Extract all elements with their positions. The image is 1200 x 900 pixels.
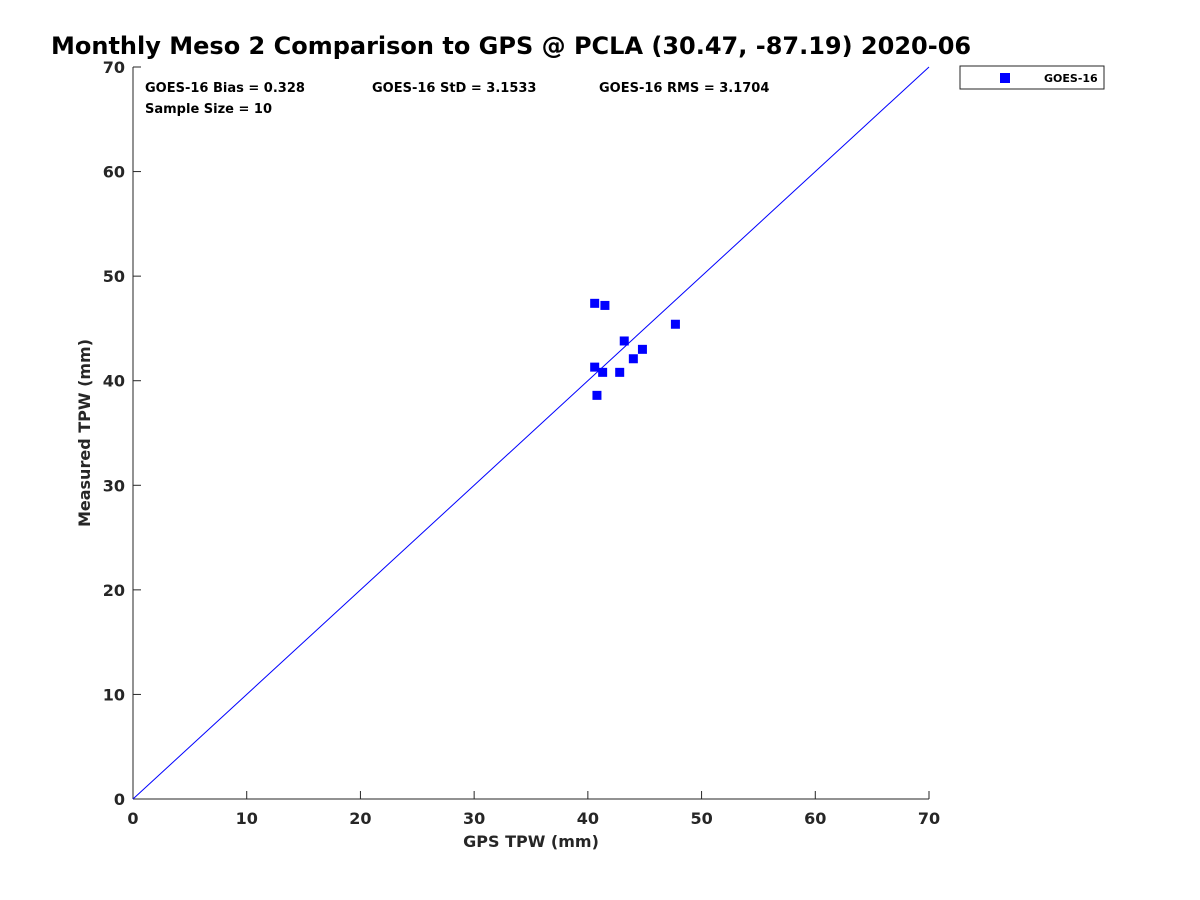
data-point — [637, 344, 647, 354]
data-point — [592, 390, 602, 400]
data-point — [670, 319, 680, 329]
x-tick-label: 50 — [690, 809, 712, 828]
bias-annotation: GOES-16 Bias = 0.328 — [145, 81, 305, 96]
y-tick-label: 10 — [103, 685, 125, 704]
x-tick-label: 10 — [236, 809, 258, 828]
x-tick-label: 70 — [918, 809, 940, 828]
std-annotation: GOES-16 StD = 3.1533 — [372, 81, 536, 96]
data-point — [600, 300, 610, 310]
data-point — [590, 362, 600, 372]
x-tick-label: 20 — [349, 809, 371, 828]
legend-box — [959, 65, 1105, 90]
data-point — [628, 354, 638, 364]
y-tick-label: 60 — [103, 163, 125, 182]
x-tick-label: 60 — [804, 809, 826, 828]
legend-label-goes-16: GOES-16 — [1044, 72, 1098, 85]
x-tick-label: 40 — [577, 809, 599, 828]
x-tick-label: 0 — [127, 809, 138, 828]
data-point — [619, 336, 629, 346]
y-tick-label: 50 — [103, 267, 125, 286]
y-axis-ticks: 0 10 20 30 40 50 60 70 — [103, 58, 141, 809]
data-point — [615, 367, 625, 377]
legend-marker-goes-16 — [1000, 73, 1010, 83]
y-axis-label: Measured TPW (mm) — [75, 339, 94, 527]
chart-title: Monthly Meso 2 Comparison to GPS @ PCLA … — [51, 32, 971, 60]
y-tick-label: 40 — [103, 372, 125, 391]
y-tick-label: 20 — [103, 581, 125, 600]
identity-reference-line — [132, 66, 930, 800]
y-tick-label: 70 — [103, 58, 125, 77]
plot-area: 0 10 20 30 40 50 60 70 0 10 20 30 40 50 60 70 GOES-16 … — [103, 58, 940, 828]
y-tick-label: 30 — [103, 476, 125, 495]
goes-16-points — [590, 298, 680, 400]
legend: GOES-16 — [959, 65, 1105, 90]
data-point — [590, 298, 600, 308]
y-tick-label: 0 — [114, 790, 125, 809]
x-axis-label: GPS TPW (mm) — [463, 832, 599, 851]
sample-size-annotation: Sample Size = 10 — [145, 102, 272, 117]
x-axis-ticks: 0 10 20 30 40 50 60 70 — [127, 791, 940, 828]
data-point — [598, 367, 608, 377]
x-tick-label: 30 — [463, 809, 485, 828]
rms-annotation: GOES-16 RMS = 3.1704 — [599, 81, 769, 96]
